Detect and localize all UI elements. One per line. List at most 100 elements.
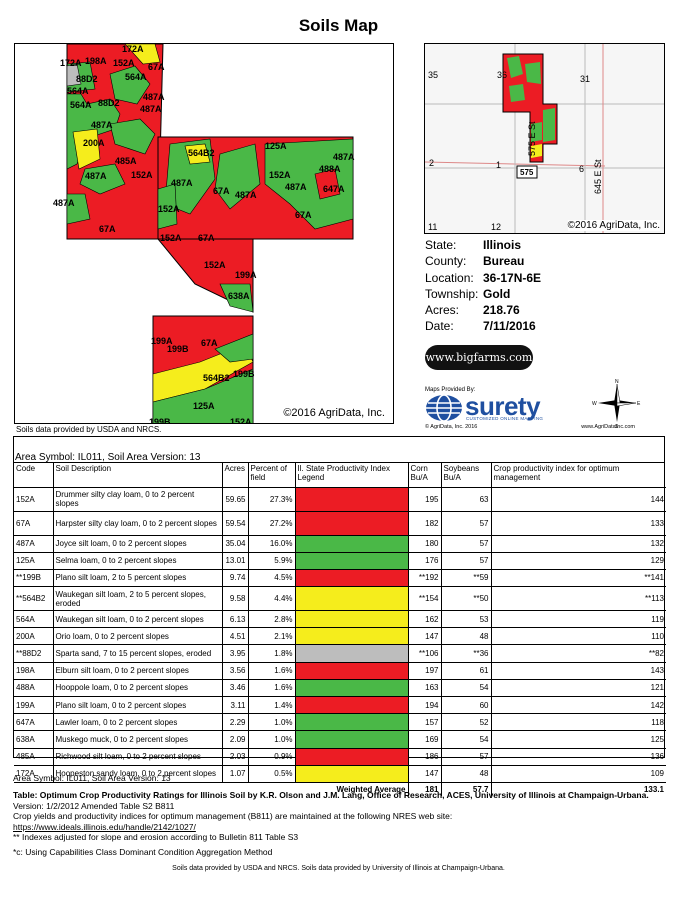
bigfarms-logo[interactable]: www.bigfarms.com <box>425 345 533 370</box>
soybean-yield: 52 <box>441 713 492 732</box>
table-row: 67A Harpster silty clay loam, 0 to 2 perc… <box>14 511 666 536</box>
crop-productivity-index: **141 <box>491 569 666 588</box>
soil-acres: 3.95 <box>222 644 249 663</box>
surety-url: www.AgriDataInc.com <box>581 424 635 430</box>
soil-code: 199A <box>14 696 54 715</box>
svg-text:152A: 152A <box>160 233 182 243</box>
weighted-corn: 181 <box>408 782 442 797</box>
crop-productivity-index: 143 <box>491 662 666 680</box>
svg-text:11: 11 <box>428 222 437 232</box>
maps-provided-by: Maps Provided By: <box>425 387 476 393</box>
table-header-row: Code Soil Description Acres Percent of f… <box>14 463 666 488</box>
svg-text:152A: 152A <box>113 58 135 68</box>
productivity-legend-swatch <box>295 627 409 646</box>
weighted-average-row: Weighted Average 181 57.7 133.1 <box>14 782 666 797</box>
info-key: Township: <box>425 286 479 301</box>
page-footer: Soils data provided by USDA and NRCS. So… <box>172 865 505 872</box>
soil-acres: 2.29 <box>222 713 249 732</box>
soybean-yield: 48 <box>441 627 492 646</box>
soil-percent: 2.8% <box>248 610 296 629</box>
soil-percent: 4.4% <box>248 586 296 612</box>
table-row: 172A Hoopeston sandy loam, 0 to 2 percent… <box>14 765 666 783</box>
soil-description: Plano silt loam, 2 to 5 percent slopes <box>53 569 223 588</box>
surety-tagline: CUSTOMIZED ONLINE MAPPING <box>466 416 544 421</box>
soil-percent: 1.0% <box>248 730 296 749</box>
svg-text:199B: 199B <box>167 344 189 354</box>
corn-yield: 147 <box>408 627 442 646</box>
soil-code: 647A <box>14 713 54 732</box>
svg-text:35: 35 <box>428 70 438 80</box>
page-title: Soils Map <box>298 16 379 35</box>
legend-color <box>295 535 408 552</box>
crop-productivity-index: 142 <box>491 696 666 715</box>
weighted-soy: 57.7 <box>441 782 492 797</box>
svg-text:564B2: 564B2 <box>203 373 230 383</box>
soil-description: Harpster silty clay loam, 0 to 2 percent… <box>53 511 223 536</box>
soil-data-table: Code Soil Description Acres Percent of f… <box>14 463 666 797</box>
legend-color <box>295 714 408 731</box>
corn-yield: 186 <box>408 748 442 766</box>
svg-text:199A: 199A <box>235 270 257 280</box>
crop-productivity-index: 119 <box>491 610 666 629</box>
soil-acres: 35.04 <box>222 535 249 553</box>
table-row: **88D2 Sparta sand, 7 to 15 percent slope… <box>14 644 666 663</box>
soil-code: **564B2 <box>14 586 54 612</box>
soil-acres: 3.56 <box>222 662 249 680</box>
crop-productivity-index: 125 <box>491 730 666 749</box>
soil-description: Drummer silty clay loam, 0 to 2 percent … <box>53 487 223 512</box>
productivity-legend-swatch <box>295 552 409 570</box>
col-header: Acres <box>222 463 249 488</box>
info-row-location: Location: 36-17N-6E <box>425 270 541 286</box>
surety-logo[interactable]: surety CUSTOMIZED ONLINE MAPPING <box>425 391 575 422</box>
soil-code: 152A <box>14 487 54 512</box>
svg-text:564A: 564A <box>70 100 92 110</box>
notes-url-link[interactable]: https://www.ideals.illinois.edu/handle/2… <box>13 821 196 832</box>
notes-maintained: Crop yields and productivity indices for… <box>13 811 453 822</box>
productivity-legend-swatch <box>295 511 409 536</box>
table-notes: Area Symbol: IL011, Soil Area Version: 1… <box>13 773 668 858</box>
soybean-yield: **36 <box>441 644 492 663</box>
svg-text:485A: 485A <box>115 156 137 166</box>
productivity-legend-swatch <box>295 586 409 612</box>
weighted-cpi: 133.1 <box>643 785 664 795</box>
soil-code: **199B <box>14 569 54 588</box>
svg-text:199B: 199B <box>233 369 255 379</box>
notes-area-symbol: Area Symbol: IL011, Soil Area Version: 1… <box>13 773 171 783</box>
soil-percent: 27.3% <box>248 487 296 512</box>
corn-yield: 163 <box>408 679 442 698</box>
svg-text:152A: 152A <box>230 417 252 424</box>
soil-description: Muskego muck, 0 to 2 percent slopes <box>53 730 223 749</box>
route-label: 575 <box>520 168 534 177</box>
soil-description: Hooppole loam, 0 to 2 percent slopes <box>53 679 223 698</box>
legend-color <box>295 569 408 587</box>
soil-code: 67A <box>14 511 54 536</box>
svg-text:6: 6 <box>579 164 584 174</box>
svg-text:200A: 200A <box>83 138 105 148</box>
svg-text:487A: 487A <box>285 182 307 192</box>
soil-percent: 5.9% <box>248 552 296 570</box>
soil-description: Waukegan silt loam, 2 to 5 percent slope… <box>53 586 223 612</box>
soils-source-note: Soils data provided by USDA and NRCS. <box>16 425 162 434</box>
legend-color <box>295 765 408 782</box>
soybean-yield: 63 <box>441 487 492 512</box>
productivity-legend-swatch <box>295 765 409 783</box>
soil-percent: 2.1% <box>248 627 296 646</box>
soybean-yield: 57 <box>441 511 492 536</box>
soil-code: 564A <box>14 610 54 629</box>
location-map[interactable]: 575 35 36 31 2 1 6 11 12 575 E St 645 E … <box>424 43 665 234</box>
svg-text:36: 36 <box>497 70 507 80</box>
svg-text:172A: 172A <box>122 44 144 54</box>
svg-text:152A: 152A <box>131 170 153 180</box>
soybean-yield: **50 <box>441 586 492 612</box>
soil-percent: 1.8% <box>248 644 296 663</box>
soybean-yield: 54 <box>441 679 492 698</box>
corn-yield: 157 <box>408 713 442 732</box>
soils-map[interactable]: 172A 172A 198A 152A 67A 88D2 564A 564A 4… <box>14 43 394 424</box>
crop-productivity-index: 136 <box>491 748 666 766</box>
svg-text:638A: 638A <box>228 291 250 301</box>
svg-text:67A: 67A <box>148 62 165 72</box>
soil-code: 638A <box>14 730 54 749</box>
crop-productivity-index: **82 <box>491 644 666 663</box>
table-row: 485A Richwood silt loam, 0 to 2 percent s… <box>14 748 666 766</box>
legend-color <box>295 587 408 611</box>
